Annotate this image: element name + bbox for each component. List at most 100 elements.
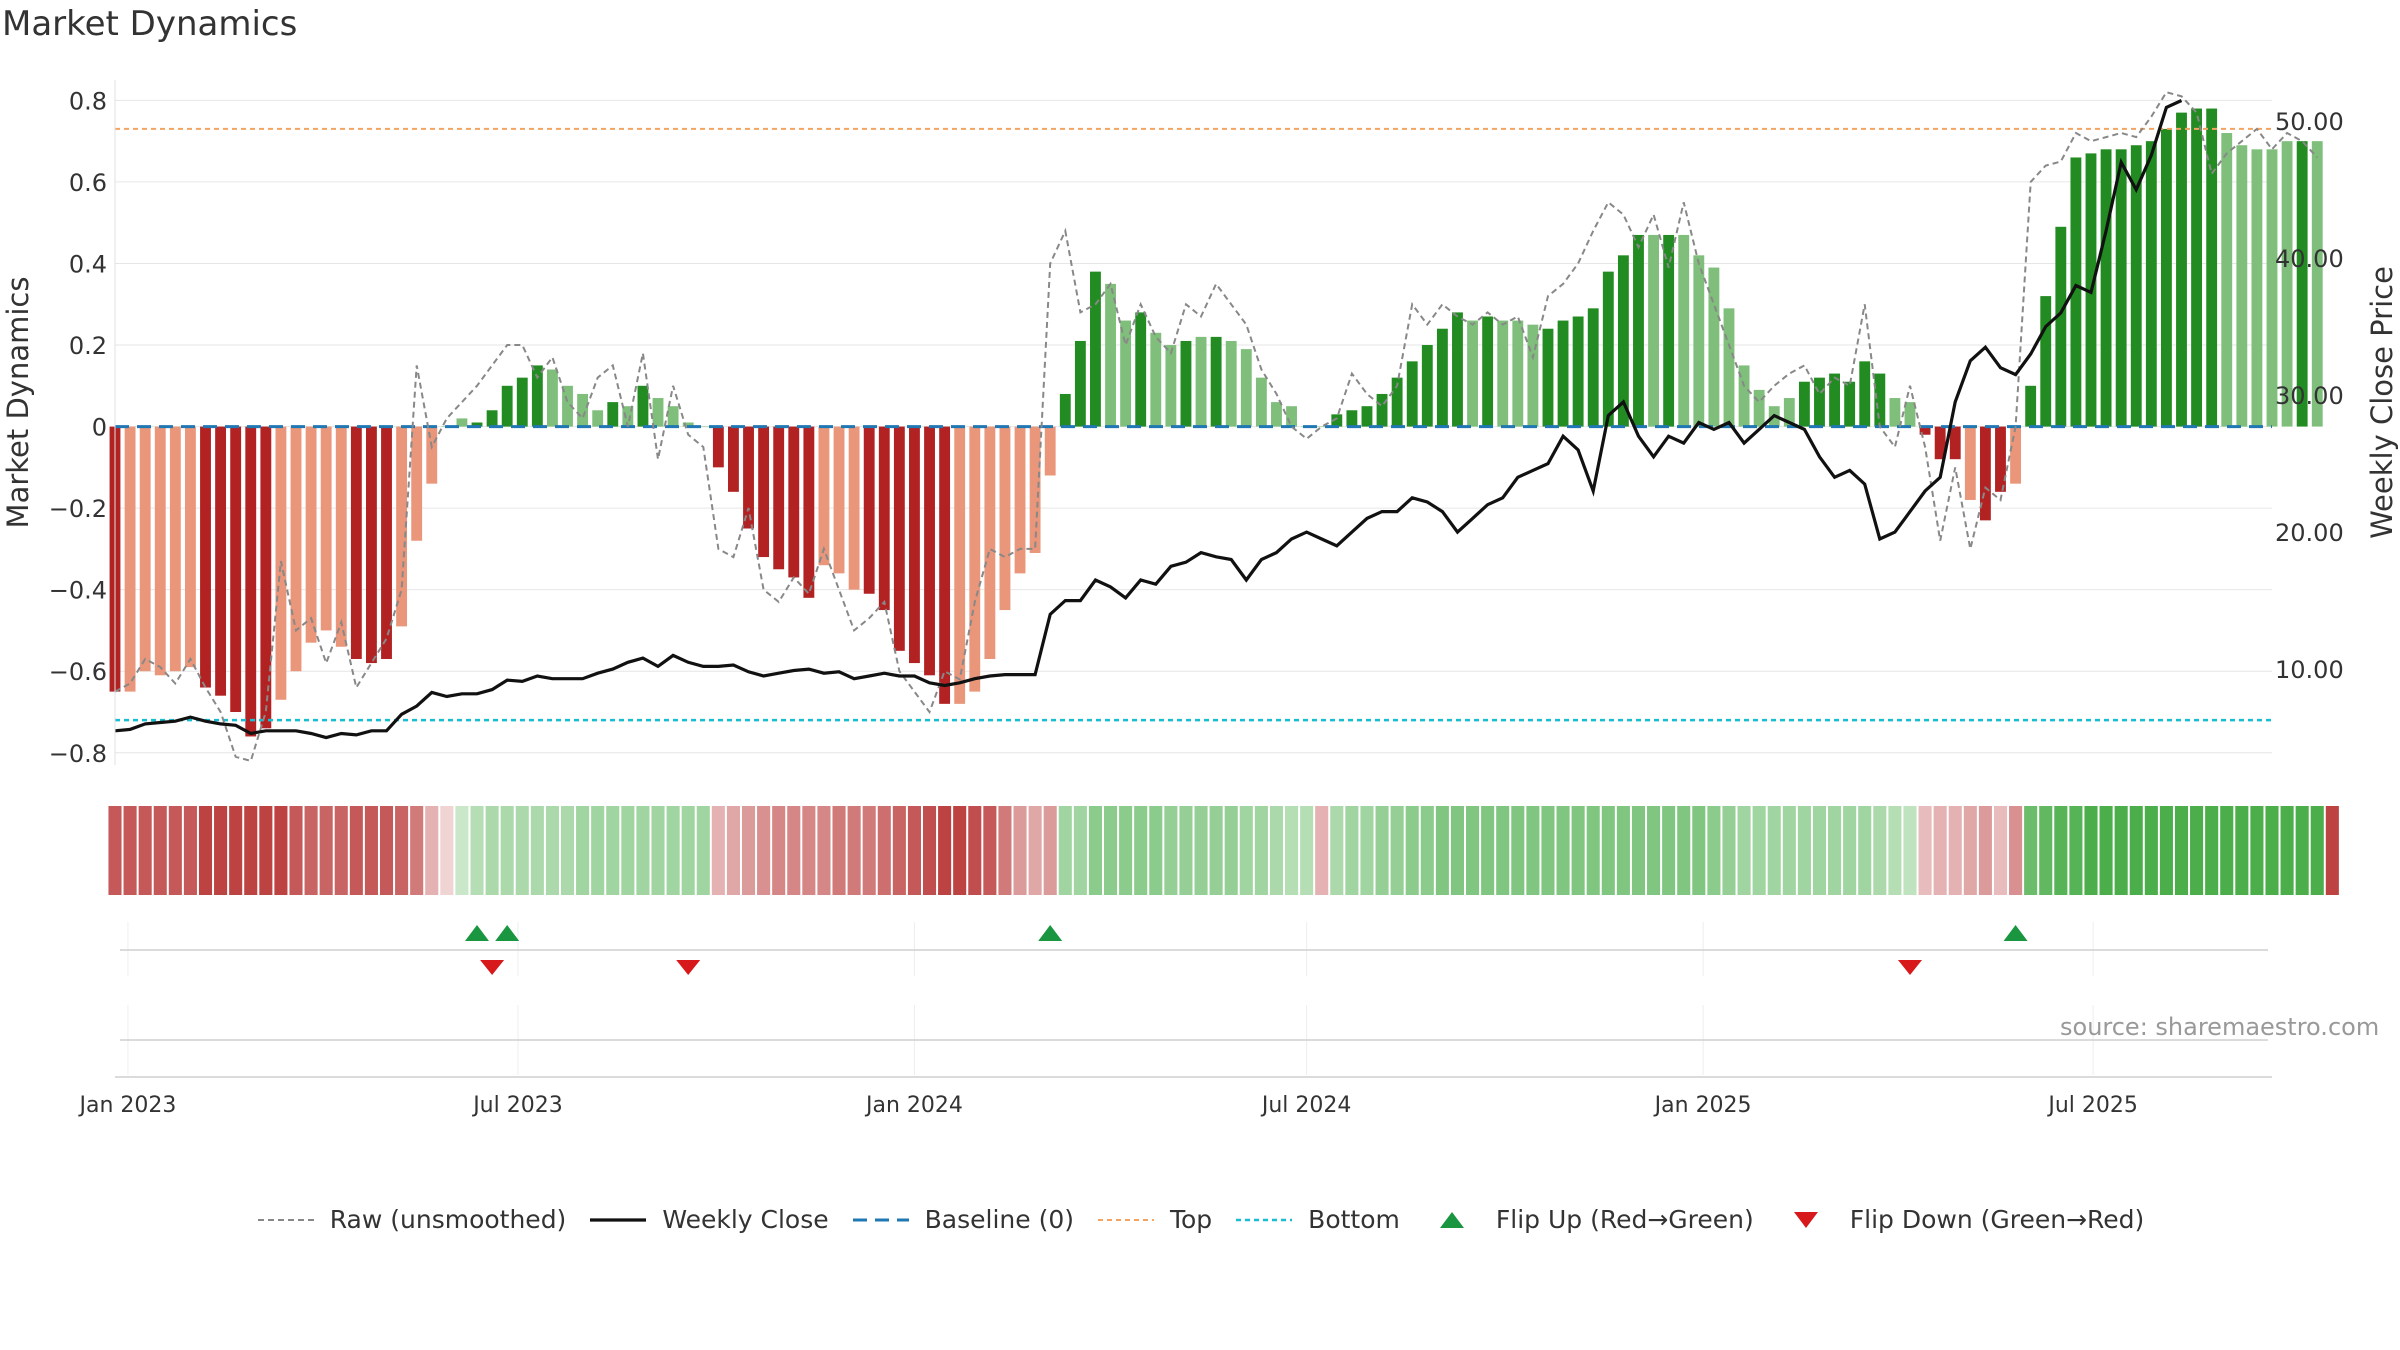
- bar: [788, 426, 800, 578]
- legend-label: Flip Up (Red→Green): [1495, 1205, 1754, 1234]
- legend-item-top: Top: [1096, 1205, 1212, 1234]
- bar: [1180, 340, 1192, 427]
- regime-cell: [1496, 806, 1510, 895]
- bar: [984, 426, 996, 659]
- regime-cell: [153, 806, 167, 895]
- bar: [743, 426, 754, 529]
- bar: [1572, 316, 1584, 427]
- regime-cell: [802, 806, 816, 895]
- legend-item-baseline: Baseline (0): [851, 1205, 1074, 1234]
- bar: [1195, 336, 1207, 427]
- x-tick-label: Jan 2024: [864, 1093, 963, 1118]
- regime-cell: [1088, 806, 1102, 895]
- bar: [2281, 141, 2293, 427]
- legend-label: Bottom: [1308, 1205, 1400, 1234]
- legend-label: Flip Down (Green→Red): [1849, 1205, 2145, 1234]
- regime-cell: [334, 806, 348, 895]
- regime-cell: [1179, 806, 1193, 895]
- bar: [893, 426, 905, 651]
- bar: [939, 426, 951, 704]
- bar: [1059, 393, 1071, 427]
- bar: [396, 426, 408, 627]
- regime-cell: [1390, 806, 1404, 895]
- bar: [411, 426, 423, 541]
- regime-cell: [2039, 806, 2053, 895]
- regime-cell: [1828, 806, 1842, 895]
- bar: [1090, 271, 1101, 427]
- bar: [1829, 373, 1840, 427]
- bar: [1587, 308, 1599, 427]
- bar: [2191, 108, 2203, 427]
- bar: [200, 426, 211, 688]
- bar: [1120, 320, 1132, 427]
- bar: [350, 426, 362, 659]
- regime-cell: [1254, 806, 1268, 895]
- source-note: source: sharemaestro.com: [2060, 1013, 2380, 1041]
- bar: [1452, 312, 1463, 427]
- regime-cell: [138, 806, 152, 895]
- legend-item-flip-up: Flip Up (Red→Green): [1422, 1205, 1754, 1234]
- regime-cell: [983, 806, 997, 895]
- bar: [2296, 141, 2308, 427]
- bar: [2221, 133, 2233, 427]
- bar: [1391, 377, 1403, 427]
- regime-cell: [410, 806, 424, 895]
- regime-cell: [349, 806, 363, 895]
- regime-cell: [968, 806, 982, 895]
- regime-cell: [817, 806, 831, 895]
- bar: [2040, 296, 2052, 427]
- regime-cell: [1058, 806, 1072, 895]
- bar: [516, 377, 528, 427]
- line-series: [114, 91, 2319, 763]
- regime-cell: [832, 806, 846, 895]
- bar: [1497, 320, 1509, 427]
- regime-cell: [183, 806, 197, 895]
- bar: [381, 426, 392, 659]
- bar: [230, 426, 242, 712]
- regime-cell: [1601, 806, 1615, 895]
- regime-cell: [681, 806, 695, 895]
- bar: [365, 426, 377, 664]
- regime-cell: [1269, 806, 1284, 895]
- regime-cell: [244, 806, 258, 895]
- y-tick-label: 0.4: [69, 250, 107, 278]
- regime-cell: [229, 806, 243, 895]
- y2-tick-label: 40.00: [2275, 245, 2344, 273]
- bar: [1904, 402, 1916, 427]
- legend-swatch: [852, 1218, 909, 1221]
- bar: [667, 406, 679, 427]
- bar: [818, 426, 830, 566]
- regime-cell: [2084, 806, 2098, 895]
- bar: [290, 426, 302, 672]
- flip-markers: [120, 922, 2268, 976]
- bar: [2025, 385, 2037, 427]
- raw-line: [114, 91, 2319, 763]
- bar: [320, 426, 332, 631]
- bar: [1361, 406, 1373, 427]
- regime-cell: [2009, 806, 2023, 895]
- bar: [1934, 426, 1946, 460]
- bar: [2160, 128, 2172, 427]
- regime-cell: [1420, 806, 1434, 895]
- bar: [1467, 320, 1478, 427]
- bar: [1949, 426, 1961, 460]
- regime-cell: [214, 806, 228, 895]
- regime-cell: [1556, 806, 1570, 895]
- regime-cell: [726, 806, 740, 895]
- bar: [139, 426, 151, 672]
- bar: [1165, 345, 1177, 427]
- regime-cell: [772, 806, 786, 895]
- regime-cell: [1873, 806, 1887, 895]
- regime-cell: [545, 806, 559, 895]
- regime-cell: [1722, 806, 1736, 895]
- regime-cell: [591, 806, 605, 895]
- y2-axis-label: Weekly Close Price: [2365, 266, 2399, 539]
- regime-cell: [787, 806, 801, 895]
- regime-cell: [907, 806, 921, 895]
- y2-tick-label: 20.00: [2275, 519, 2344, 547]
- regime-cell: [108, 806, 122, 895]
- regime-cell: [621, 806, 635, 895]
- y-tick-label: −0.6: [49, 658, 107, 686]
- x-tick-label: Jul 2025: [2046, 1093, 2138, 1118]
